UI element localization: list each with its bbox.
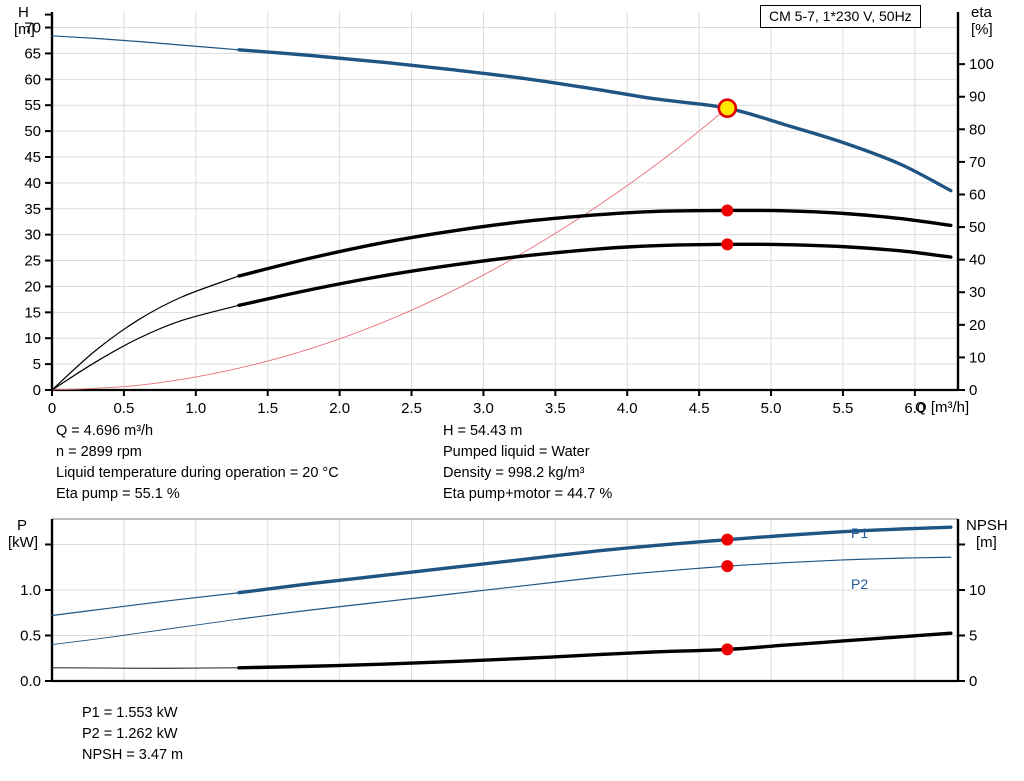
bottom-chart-grid: [52, 519, 958, 681]
npsh-axis-title-line2: [m]: [976, 534, 997, 551]
duty-info-left-line-1: Q = 4.696 m³/h: [56, 423, 154, 439]
eta-axis-title-line2: [%]: [971, 21, 993, 38]
p-axis-title-line1: P: [17, 517, 28, 534]
npsh-axis-title-line1: NPSH: [966, 517, 1008, 534]
y-tick-label-left: 45: [24, 149, 41, 166]
y-tick-label-right: 0: [969, 382, 977, 399]
x-tick-label: 2.0: [329, 400, 350, 417]
pump-model-title: CM 5-7, 1*230 V, 50Hz: [760, 5, 921, 28]
duty-info-bottom-line-3: NPSH = 3.47 m: [82, 747, 184, 763]
curve-p1-thin-extension: [51, 592, 240, 617]
duty-info-right: H = 54.43 m Pumped liquid = Water Density …: [443, 421, 612, 505]
x-tick-label: 4.5: [689, 400, 710, 417]
y-tick-label-left: 55: [24, 97, 41, 114]
curve-system-curve: [51, 107, 728, 391]
y-tick-label-left: 0: [33, 382, 41, 399]
h-axis-title-unit-line2: [m]: [14, 21, 35, 38]
x-tick-label: 0.5: [113, 400, 134, 417]
y-tick-label-left: 5: [33, 356, 41, 373]
y-tick-label-left: 0.0: [20, 673, 41, 690]
curve-p1: [237, 525, 953, 595]
y-tick-label-left: 60: [24, 71, 41, 88]
curve-p2: [238, 556, 952, 620]
y-tick-label-right: 40: [969, 252, 986, 269]
duty-info-right-line-2: Pumped liquid = Water: [443, 444, 590, 460]
y-tick-label-right: 80: [969, 121, 986, 138]
marker-eta-pump-motor-point[interactable]: [721, 238, 734, 251]
duty-info-right-line-1: H = 54.43 m: [443, 423, 523, 439]
y-tick-label-left: 40: [24, 175, 41, 192]
x-tick-label: 5.5: [833, 400, 854, 417]
marker-p1-point[interactable]: [721, 533, 734, 546]
eta-axis-title-line1: eta: [971, 4, 992, 21]
curve-h-head-thin-extension: [51, 35, 240, 51]
duty-info-left-line-4: Eta pump = 55.1 %: [56, 486, 180, 502]
y-tick-label-left: 0.5: [20, 627, 41, 644]
y-tick-label-right: 10: [969, 582, 986, 599]
y-tick-label-left: 15: [24, 304, 41, 321]
y-tick-label-right: 5: [969, 627, 977, 644]
y-tick-label-left: 1.0: [20, 582, 41, 599]
y-tick-label-right: 90: [969, 89, 986, 106]
power-npsh-chart: 0.0 0.5 1.0 0 5 10: [20, 518, 986, 690]
y-tick-label-right: 100: [969, 56, 994, 73]
y-tick-label-right: 60: [969, 186, 986, 203]
x-tick-label: 0: [48, 400, 56, 417]
x-tick-label: 4.0: [617, 400, 638, 417]
x-tick-label: 3.5: [545, 400, 566, 417]
duty-info-bottom-line-2: P2 = 1.262 kW: [82, 726, 178, 742]
duty-info-left-line-2: n = 2899 rpm: [56, 444, 142, 460]
x-tick-label: 1.5: [257, 400, 278, 417]
y-tick-label-right: 30: [969, 284, 986, 301]
marker-npsh-point[interactable]: [721, 643, 734, 656]
p1-curve-label: P1: [851, 525, 869, 541]
y-tick-label-left: 30: [24, 227, 41, 244]
y-tick-label-left: 50: [24, 123, 41, 140]
y-tick-label-left: 35: [24, 201, 41, 218]
y-tick-label-left: 25: [24, 253, 41, 270]
marker-duty-point[interactable]: [717, 98, 738, 118]
curve-eta-pump-motor: [237, 242, 953, 307]
curve-p2-thin-extension: [51, 618, 240, 646]
y-tick-label-left: 10: [24, 330, 41, 347]
duty-info-right-line-4: Eta pump+motor = 44.7 %: [443, 486, 613, 502]
y-tick-label-right: 20: [969, 317, 986, 334]
x-tick-label: 6.0: [904, 400, 925, 417]
x-tick-label: 2.5: [401, 400, 422, 417]
duty-info-bottom-line-1: P1 = 1.553 kW: [82, 705, 178, 721]
top-chart-grid: [52, 12, 958, 390]
marker-eta-pump-point[interactable]: [721, 204, 734, 217]
x-tick-label: 1.0: [185, 400, 206, 417]
y-tick-label-right: 10: [969, 349, 986, 366]
curve-eta-pump: [237, 208, 953, 278]
y-tick-label-left: 65: [24, 45, 41, 62]
marker-p2-point[interactable]: [721, 560, 734, 573]
p2-curve-label: P2: [851, 576, 869, 592]
duty-info-right-line-3: Density = 998.2 kg/m³: [443, 465, 585, 481]
duty-info-left: Q = 4.696 m³/h n = 2899 rpm Liquid tempera…: [56, 421, 339, 505]
y-tick-label-right: 50: [969, 219, 986, 236]
p-axis-title-line2: [kW]: [8, 534, 38, 551]
h-axis-title-unit-line1: H: [18, 4, 29, 21]
head-efficiency-chart: 0 5 10 15 20 25 30 35 40 45 50 55 60 65 70 0 10 20 30 40 50 6…: [24, 12, 994, 417]
y-tick-label-left: 20: [24, 278, 41, 295]
x-tick-label: 5.0: [761, 400, 782, 417]
curve-eta-pump-thin-extension: [51, 275, 240, 391]
curve-eta-pump-motor-thin-extension: [51, 304, 240, 391]
duty-info-bottom: P1 = 1.553 kW P2 = 1.262 kW NPSH = 3.47 m: [82, 703, 183, 766]
curve-npsh: [237, 631, 953, 670]
curve-h-head-operating-range: [237, 48, 953, 193]
y-tick-label-right: 70: [969, 154, 986, 171]
y-tick-label-left: 70: [24, 20, 41, 37]
duty-info-left-line-3: Liquid temperature during operation = 20…: [56, 465, 339, 481]
x-tick-label: 3.0: [473, 400, 494, 417]
q-axis-caption: Q [m³/h]: [915, 399, 970, 416]
y-tick-label-right: 0: [969, 673, 977, 690]
